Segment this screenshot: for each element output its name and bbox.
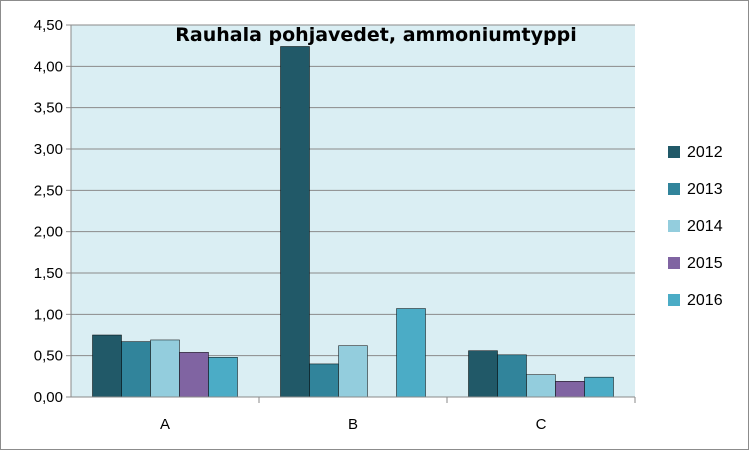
- legend-label: 2015: [687, 255, 723, 272]
- bar: [150, 339, 180, 398]
- y-tick-label: 1,00: [34, 306, 63, 323]
- legend-label: 2013: [687, 181, 723, 198]
- legend: 2012 2013 2014 2015 2016: [668, 144, 723, 309]
- bar: [555, 381, 585, 398]
- legend-swatch: [668, 257, 680, 269]
- x-tick-label: B: [348, 416, 358, 433]
- y-tick-label: 4,00: [34, 58, 63, 75]
- bar: [526, 374, 556, 398]
- bar: [179, 352, 209, 398]
- y-tick-label: 4,50: [34, 17, 63, 34]
- bar: [338, 345, 368, 398]
- y-tick-label: 1,50: [34, 265, 63, 282]
- legend-label: 2016: [687, 292, 723, 309]
- legend-swatch: [668, 294, 680, 306]
- x-tick-label: A: [160, 416, 170, 433]
- bar: [396, 308, 426, 398]
- bar: [497, 354, 527, 398]
- bar: [121, 341, 151, 398]
- legend-swatch: [668, 220, 680, 232]
- bar: [208, 357, 238, 398]
- chart-title: Rauhala pohjavedet, ammoniumtyppi: [175, 24, 576, 46]
- axes: 0,00 0,50 1,00 1,50 2,00 2,50 3,00 3,50 4,00 4,50…: [34, 17, 636, 433]
- y-tick-label: 2,00: [34, 224, 63, 241]
- y-tick-label: 2,50: [34, 182, 63, 199]
- bar: [92, 334, 122, 398]
- y-tick-label: 0,50: [34, 348, 63, 365]
- bar: [280, 46, 310, 398]
- bar: [309, 363, 339, 398]
- legend-label: 2012: [687, 144, 723, 161]
- bar: [584, 376, 614, 398]
- bar: [468, 350, 498, 398]
- legend-label: 2014: [687, 218, 723, 235]
- legend-swatch: [668, 146, 680, 158]
- legend-swatch: [668, 183, 680, 195]
- plot-area: [71, 25, 635, 397]
- y-tick-label: 3,00: [34, 141, 63, 158]
- y-tick-label: 3,50: [34, 100, 63, 117]
- y-tick-label: 0,00: [34, 389, 63, 406]
- bars: [92, 46, 614, 398]
- x-tick-label: C: [536, 416, 547, 433]
